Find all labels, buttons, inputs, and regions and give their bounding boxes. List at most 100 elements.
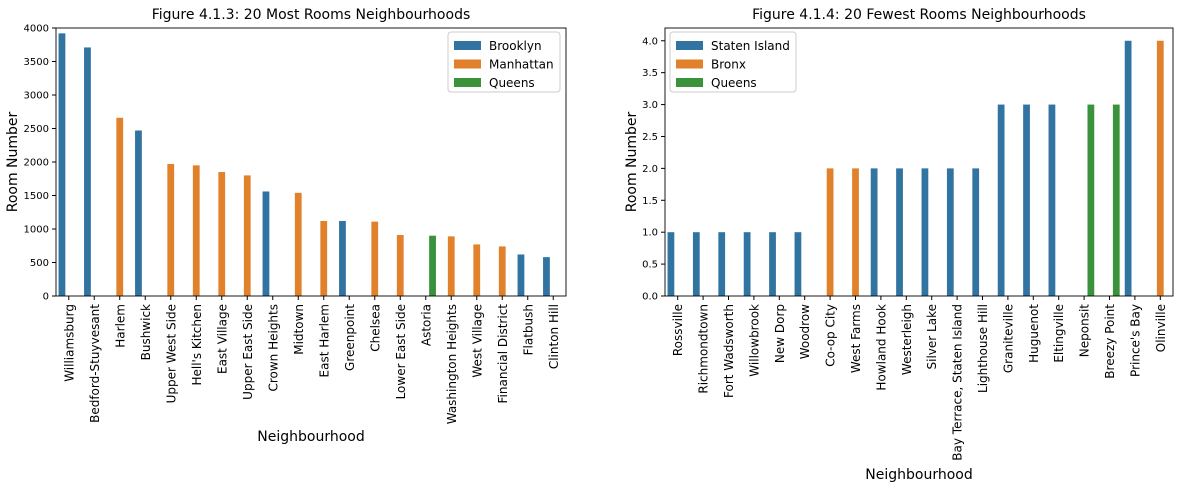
bar-bushwick [135, 130, 142, 296]
legend-label-bronx: Bronx [711, 58, 746, 72]
y-tick-label: 2000 [24, 158, 49, 169]
bar-fort-wadsworth [718, 232, 726, 296]
x-tick-label-east-harlem: East Harlem [317, 304, 331, 377]
x-axis-label: Neighbourhood [865, 467, 972, 483]
bar-rossville [667, 232, 675, 296]
x-tick-label-new-dorp: New Dorp [773, 304, 787, 363]
y-tick-label: 1500 [24, 191, 49, 202]
x-tick-label-bay-terrace-staten-island: Bay Terrace, Staten Island [951, 304, 965, 461]
x-tick-label-williamsburg: Williamsburg [62, 304, 76, 382]
x-tick-label-financial-district: Financial District [496, 304, 510, 404]
bar-willowbrook [743, 232, 751, 296]
bar-woodrow [794, 232, 802, 296]
legend-swatch-queens [454, 78, 481, 87]
x-tick-label-willowbrook: Willowbrook [747, 304, 761, 377]
bar-huguenot [1023, 104, 1030, 296]
x-tick-label-flatbush: Flatbush [521, 304, 535, 355]
y-axis-label: Room Number [5, 111, 21, 212]
x-tick-label-richmondtown: Richmondtown [697, 304, 711, 394]
x-tick-label-chelsea: Chelsea [368, 304, 382, 352]
chart-title: Figure 4.1.4: 20 Fewest Rooms Neighbourh… [752, 7, 1086, 23]
bar-westerleigh [896, 168, 903, 296]
x-tick-label-graniteville: Graniteville [1001, 304, 1015, 373]
legend: Staten Island Bronx Queens [669, 31, 797, 93]
bar-crown-heights [262, 191, 270, 296]
bar-lighthouse-hill [972, 168, 980, 296]
bar-richmondtown [692, 232, 700, 296]
x-tick-label-eltingville: Eltingville [1052, 304, 1066, 363]
x-tick-label-breezy-point: Breezy Point [1103, 304, 1117, 379]
x-tick-label-crown-heights: Crown Heights [266, 304, 280, 392]
most-rooms-chart: Figure 4.1.3: 20 Most Rooms Neighbourhoo… [5, 7, 567, 445]
bar-east-village [218, 172, 226, 296]
legend-swatch-manhattan [454, 59, 481, 69]
x-tick-label-silver-lake: Silver Lake [925, 304, 939, 369]
y-tick-label: 3.5 [642, 68, 658, 79]
bar-lower-east-side [396, 235, 404, 296]
bar-east-harlem [320, 220, 328, 296]
bar-howland-hook [870, 168, 878, 296]
bar-silver-lake [921, 168, 929, 296]
bar-financial-district [498, 246, 506, 296]
fewest-rooms-chart: Figure 4.1.4: 20 Fewest Rooms Neighbourh… [624, 7, 1174, 483]
y-tick-label: 3.0 [642, 100, 658, 111]
y-tick-label: 1000 [24, 225, 49, 236]
x-tick-label-woodrow: Woodrow [798, 304, 812, 359]
x-tick-label-huguenot: Huguenot [1027, 304, 1041, 363]
bar-west-village [473, 244, 481, 296]
x-axis-label: Neighbourhood [257, 429, 364, 445]
x-tick-label-rossville: Rossville [671, 304, 685, 356]
bar-washington-heights [447, 236, 455, 296]
chart-title: Figure 4.1.3: 20 Most Rooms Neighbourhoo… [152, 7, 471, 23]
plot-frame [664, 27, 1174, 297]
x-tick-label-neponsit: Neponsit [1078, 304, 1092, 358]
bar-breezy-point [1112, 104, 1120, 296]
y-axis-label: Room Number [624, 111, 640, 212]
bar-neponsit [1087, 104, 1095, 296]
bar-flatbush [517, 254, 525, 296]
y-tick-label: 3000 [24, 91, 49, 102]
bar-graniteville [997, 104, 1005, 296]
x-tick-label-bedford-stuyvesant: Bedford-Stuyvesant [88, 304, 102, 423]
legend-swatch-staten-island [676, 41, 703, 50]
y-tick-label: 2500 [24, 124, 49, 135]
x-tick-label-howland-hook: Howland Hook [874, 304, 888, 391]
x-tick-label-hell-s-kitchen: Hell's Kitchen [190, 304, 204, 386]
y-tick-label: 4.0 [642, 36, 658, 47]
bar-chelsea [371, 221, 379, 296]
bar-upper-east-side [243, 175, 251, 296]
legend-label-staten-island: Staten Island [711, 39, 790, 53]
bar-clinton-hill [543, 257, 550, 296]
legend-swatch-queens [676, 78, 703, 87]
x-tick-label-lighthouse-hill: Lighthouse Hill [976, 304, 990, 393]
bar-astoria [429, 235, 436, 296]
y-tick-label: 0.5 [642, 260, 658, 271]
y-tick-label: 3500 [24, 57, 49, 68]
bar-midtown [294, 192, 302, 296]
x-tick-label-lower-east-side: Lower East Side [394, 304, 408, 399]
y-tick-label: 500 [30, 258, 49, 269]
y-tick-label: 2.5 [642, 132, 658, 143]
bar-upper-west-side [167, 164, 175, 296]
y-tick-label: 0 [43, 292, 49, 303]
x-tick-label-astoria: Astoria [419, 304, 433, 346]
x-tick-label-greenpoint: Greenpoint [343, 304, 357, 371]
legend: Brooklyn Manhattan Queens [447, 31, 561, 93]
y-tick-label: 1.0 [642, 228, 658, 239]
y-tick-label: 0.0 [642, 292, 658, 303]
bar-harlem [116, 117, 124, 296]
x-tick-label-prince-s-bay: Prince's Bay [1128, 304, 1142, 377]
bar-prince-s-bay [1124, 40, 1132, 297]
bar-bedford-stuyvesant [84, 47, 91, 297]
plot-frame [55, 27, 567, 297]
x-tick-label-clinton-hill: Clinton Hill [547, 304, 561, 369]
x-tick-label-olinville: Olinville [1154, 304, 1168, 352]
legend-swatch-bronx [676, 59, 703, 69]
bar-hell-s-kitchen [192, 165, 200, 296]
x-tick-label-midtown: Midtown [292, 304, 306, 355]
x-tick-label-upper-west-side: Upper West Side [164, 304, 178, 403]
x-tick-label-west-village: West Village [470, 304, 484, 378]
x-tick-label-bushwick: Bushwick [139, 304, 153, 360]
